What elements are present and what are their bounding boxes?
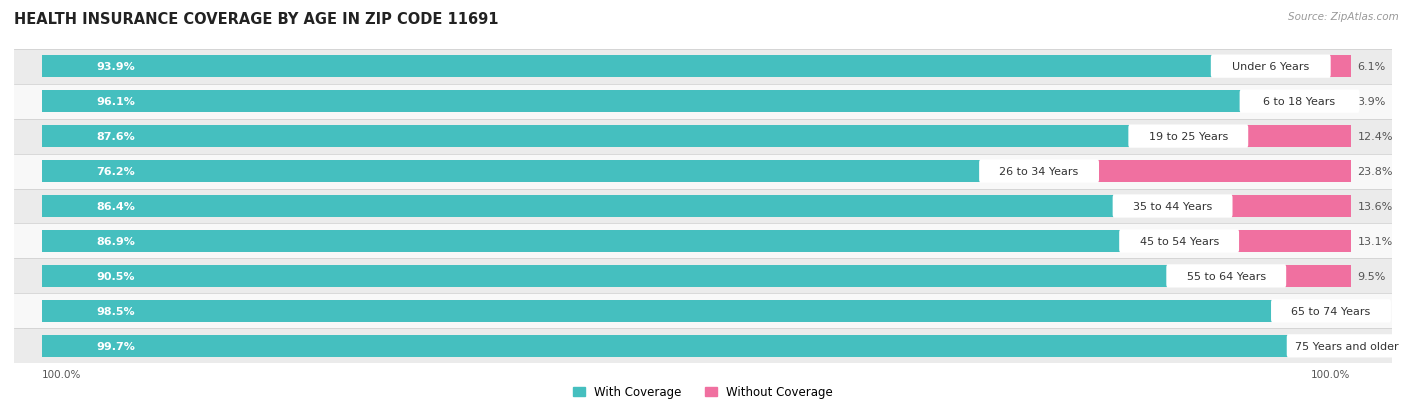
Bar <box>14 294 1392 329</box>
Bar <box>14 259 1392 294</box>
Bar <box>42 161 1039 183</box>
Text: 65 to 74 Years: 65 to 74 Years <box>1291 306 1371 316</box>
Text: 19 to 25 Years: 19 to 25 Years <box>1149 132 1227 142</box>
FancyBboxPatch shape <box>1240 90 1360 114</box>
Bar <box>1180 230 1351 252</box>
Text: 3.9%: 3.9% <box>1358 97 1386 107</box>
Text: 90.5%: 90.5% <box>97 271 135 281</box>
FancyBboxPatch shape <box>979 160 1099 183</box>
Bar <box>1226 266 1351 287</box>
Text: 99.7%: 99.7% <box>97 341 135 351</box>
Text: 12.4%: 12.4% <box>1358 132 1393 142</box>
FancyBboxPatch shape <box>1286 335 1406 358</box>
FancyBboxPatch shape <box>1112 195 1233 218</box>
Text: 35 to 44 Years: 35 to 44 Years <box>1133 202 1212 211</box>
Text: 86.4%: 86.4% <box>97 202 135 211</box>
Bar <box>1271 56 1351 78</box>
Bar <box>14 329 1392 363</box>
FancyBboxPatch shape <box>1129 125 1249 148</box>
Text: 6.1%: 6.1% <box>1358 62 1386 72</box>
Bar <box>42 230 1180 252</box>
Bar <box>1188 126 1351 147</box>
Text: 0.34%: 0.34% <box>1358 341 1393 351</box>
Text: 100.0%: 100.0% <box>42 369 82 379</box>
Text: 13.6%: 13.6% <box>1358 202 1393 211</box>
Text: 9.5%: 9.5% <box>1358 271 1386 281</box>
Text: 1.5%: 1.5% <box>1358 306 1386 316</box>
Text: 23.8%: 23.8% <box>1358 166 1393 177</box>
Legend: With Coverage, Without Coverage: With Coverage, Without Coverage <box>572 385 834 399</box>
Bar <box>14 154 1392 189</box>
Text: 26 to 34 Years: 26 to 34 Years <box>1000 166 1078 177</box>
Text: 55 to 64 Years: 55 to 64 Years <box>1187 271 1265 281</box>
FancyBboxPatch shape <box>1211 55 1330 78</box>
Bar <box>1347 335 1351 357</box>
Text: 6 to 18 Years: 6 to 18 Years <box>1264 97 1336 107</box>
Bar <box>42 196 1173 217</box>
Bar <box>42 266 1226 287</box>
FancyBboxPatch shape <box>1271 299 1391 323</box>
Text: 87.6%: 87.6% <box>97 132 135 142</box>
Bar <box>14 50 1392 84</box>
Text: 75 Years and older: 75 Years and older <box>1295 341 1399 351</box>
Bar <box>14 84 1392 119</box>
Text: 76.2%: 76.2% <box>97 166 135 177</box>
Bar <box>1299 91 1351 113</box>
Bar <box>14 119 1392 154</box>
Text: 13.1%: 13.1% <box>1358 236 1393 247</box>
Text: 86.9%: 86.9% <box>97 236 135 247</box>
Text: 100.0%: 100.0% <box>1312 369 1351 379</box>
Text: 93.9%: 93.9% <box>97 62 135 72</box>
Text: 98.5%: 98.5% <box>97 306 135 316</box>
Bar <box>42 126 1188 147</box>
Bar <box>1039 161 1351 183</box>
FancyBboxPatch shape <box>1167 265 1286 288</box>
Text: HEALTH INSURANCE COVERAGE BY AGE IN ZIP CODE 11691: HEALTH INSURANCE COVERAGE BY AGE IN ZIP … <box>14 12 499 27</box>
Bar <box>14 189 1392 224</box>
Bar <box>42 91 1299 113</box>
Bar <box>1173 196 1351 217</box>
Text: 45 to 54 Years: 45 to 54 Years <box>1139 236 1219 247</box>
Bar <box>42 56 1271 78</box>
FancyBboxPatch shape <box>1119 230 1239 253</box>
Text: Under 6 Years: Under 6 Years <box>1232 62 1309 72</box>
Bar <box>42 300 1331 322</box>
Bar <box>14 224 1392 259</box>
Bar <box>1331 300 1351 322</box>
Text: 96.1%: 96.1% <box>97 97 135 107</box>
Bar <box>42 335 1347 357</box>
Text: Source: ZipAtlas.com: Source: ZipAtlas.com <box>1288 12 1399 22</box>
